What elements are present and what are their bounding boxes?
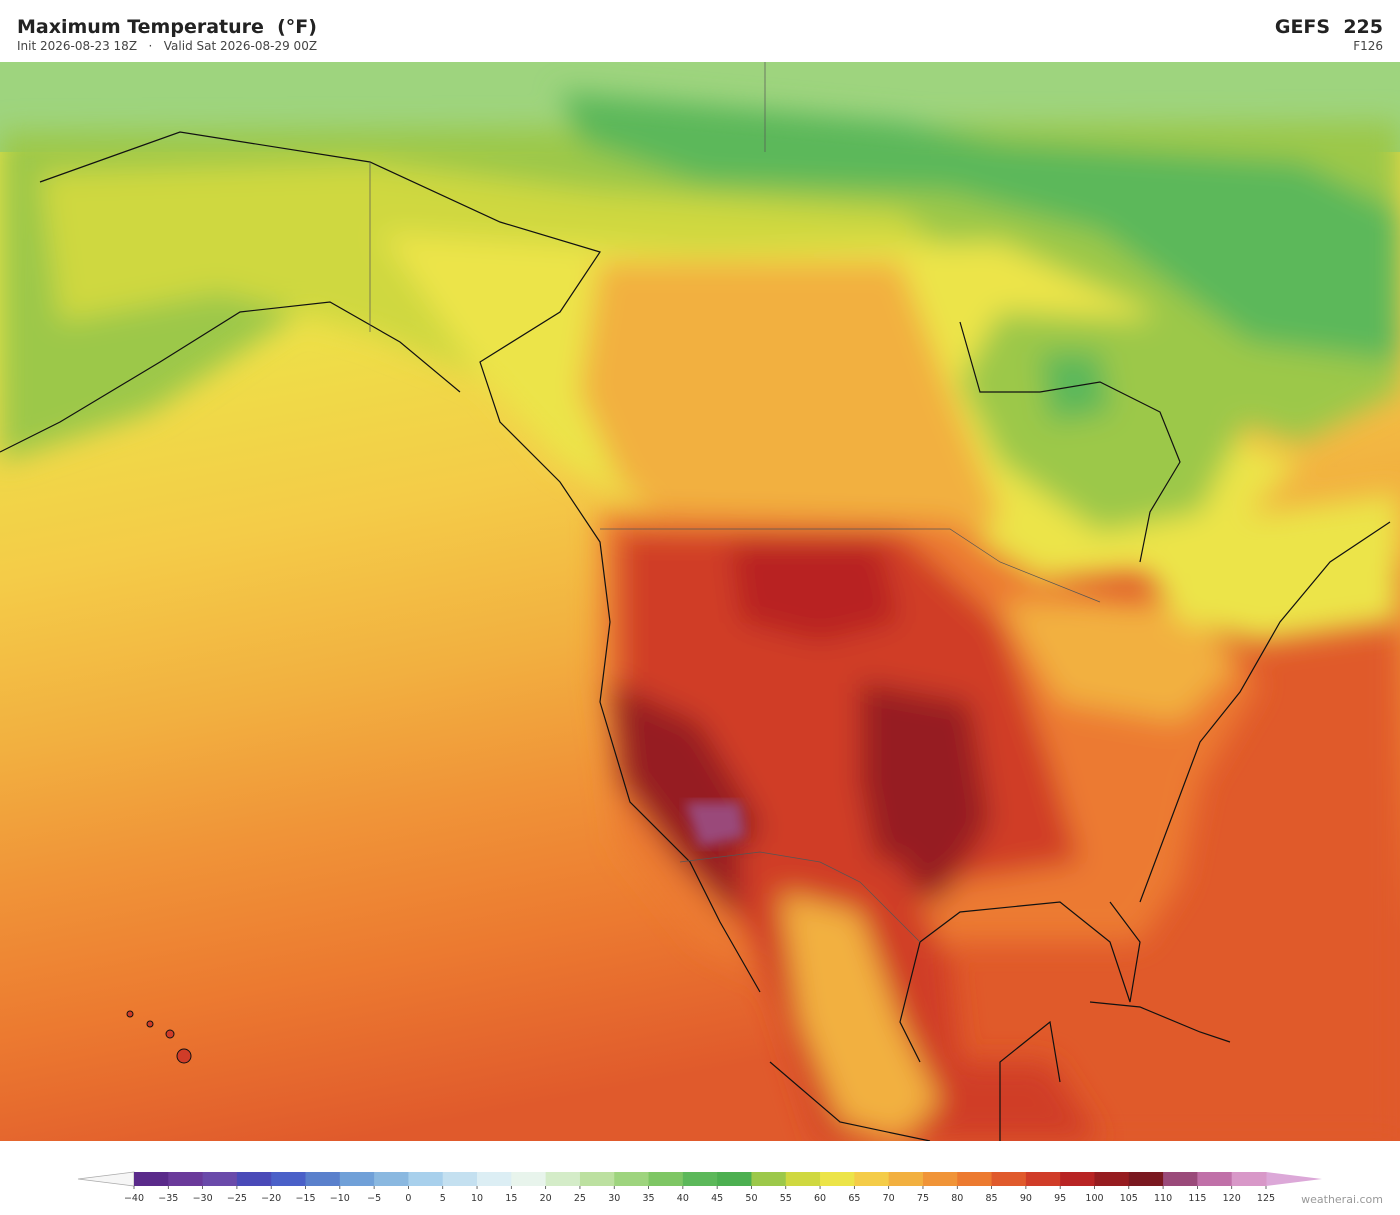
colorbar-tick-label: 40	[677, 1193, 689, 1204]
colorbar-bin	[717, 1172, 752, 1186]
colorbar-bin	[957, 1172, 993, 1186]
colorbar-bin	[682, 1172, 718, 1186]
separator: ·	[148, 39, 153, 53]
model-name: GEFS 225	[1274, 16, 1383, 38]
hot-spot	[685, 802, 745, 847]
colorbar-tick-label: 15	[505, 1193, 517, 1204]
coastlines	[0, 131, 1391, 1141]
borders	[369, 62, 1101, 943]
colorbar-bin	[888, 1172, 924, 1186]
colorbar-tick-label: 80	[951, 1193, 963, 1204]
colorbar-tick-label: 5	[440, 1193, 446, 1204]
colorbar-bin	[545, 1172, 581, 1186]
colorbar-over	[1266, 1172, 1322, 1186]
temperature-map	[0, 62, 1400, 1141]
colorbar-bin	[305, 1172, 341, 1186]
colorbar-tick-label: 100	[1085, 1193, 1103, 1204]
colorbar-tick-label: 20	[540, 1193, 552, 1204]
colorbar: −40 −35 −30 −25 −20 −15 −10 −5 0 5 10 15 20 25 30 35 40 4…	[77, 1171, 1322, 1204]
run-info: Init 2026-08-23 18Z · Valid Sat 2026-08-…	[17, 39, 317, 53]
colorbar-bin	[1231, 1172, 1267, 1186]
colorbar-bin	[1025, 1172, 1061, 1186]
colorbar-tick-label: 35	[642, 1193, 654, 1204]
colorbar-tick-label: 90	[1020, 1193, 1032, 1204]
colorbar-bin	[477, 1172, 512, 1186]
colorbar-bin	[751, 1172, 787, 1186]
colorbar-bin	[202, 1172, 238, 1186]
hawaii	[126, 1010, 192, 1064]
colorbar-bin	[134, 1172, 169, 1186]
colorbar-tick-label: 65	[848, 1193, 860, 1204]
colorbar-tick-label: −25	[227, 1193, 247, 1204]
colorbar-tick-label: 85	[986, 1193, 998, 1204]
colorbar-tick-label: 110	[1154, 1193, 1172, 1204]
colorbar-bin	[579, 1172, 615, 1186]
colorbar-bin	[1197, 1172, 1233, 1186]
colorbar-bin	[1163, 1172, 1198, 1186]
colorbar-bin	[168, 1172, 204, 1186]
colorbar-tick-label: −5	[367, 1193, 381, 1204]
land-fields	[0, 92, 1400, 1141]
colorbar-tick-label: 70	[883, 1193, 895, 1204]
colorbar-tick-label: 95	[1054, 1193, 1066, 1204]
forecast-hour: F126	[1353, 39, 1383, 53]
colorbar-tick-label: 45	[711, 1193, 723, 1204]
map-title: Maximum Temperature (°F)	[17, 16, 317, 38]
colorbar-tick-label: 30	[608, 1193, 620, 1204]
colorbar-tick-label: −10	[330, 1193, 350, 1204]
colorbar-bin	[922, 1172, 958, 1186]
colorbar-tick-label: 10	[471, 1193, 483, 1204]
colorbar-bin	[648, 1172, 684, 1186]
colorbar-tick-label: 120	[1223, 1193, 1241, 1204]
colorbar-tick-label: 60	[814, 1193, 826, 1204]
brand: weatherai.com	[1301, 1193, 1383, 1206]
colorbar-bin	[339, 1172, 375, 1186]
colorbar-under	[77, 1171, 135, 1187]
colorbar-tick-label: 50	[745, 1193, 757, 1204]
colorbar-tick-label: −35	[158, 1193, 178, 1204]
colorbar-tick-label: 55	[780, 1193, 792, 1204]
init-time: Init 2026-08-23 18Z	[17, 39, 138, 53]
colorbar-tick-label: −30	[193, 1193, 213, 1204]
colorbar-tick-label: 0	[405, 1193, 411, 1204]
colorbar-tick-label: −15	[295, 1193, 315, 1204]
colorbar-tick-label: −40	[124, 1193, 144, 1204]
colorbar-bin	[271, 1172, 307, 1186]
colorbar-tick-label: −20	[261, 1193, 281, 1204]
colorbar-bin	[785, 1172, 821, 1186]
colorbar-bin	[991, 1172, 1027, 1186]
colorbar-bin	[1128, 1172, 1164, 1186]
valid-time: Valid Sat 2026-08-29 00Z	[163, 39, 318, 53]
colorbar-tick-label: 105	[1120, 1193, 1138, 1204]
colorbar-bin	[511, 1172, 547, 1186]
colorbar-bin	[1060, 1172, 1095, 1186]
colorbar-tick-label: 75	[917, 1193, 929, 1204]
colorbar-bin	[614, 1172, 650, 1186]
colorbar-bin	[408, 1172, 444, 1186]
colorbar-tick-label: 25	[574, 1193, 586, 1204]
colorbar-tick-label: 125	[1257, 1193, 1275, 1204]
colorbar-tick-label: 115	[1188, 1193, 1206, 1204]
colorbar-bin	[1094, 1172, 1130, 1186]
colorbar-bin	[374, 1172, 409, 1186]
colorbar-bin	[820, 1172, 855, 1186]
colorbar-bin	[236, 1172, 272, 1186]
colorbar-bin	[854, 1172, 890, 1186]
colorbar-bin	[442, 1172, 478, 1186]
